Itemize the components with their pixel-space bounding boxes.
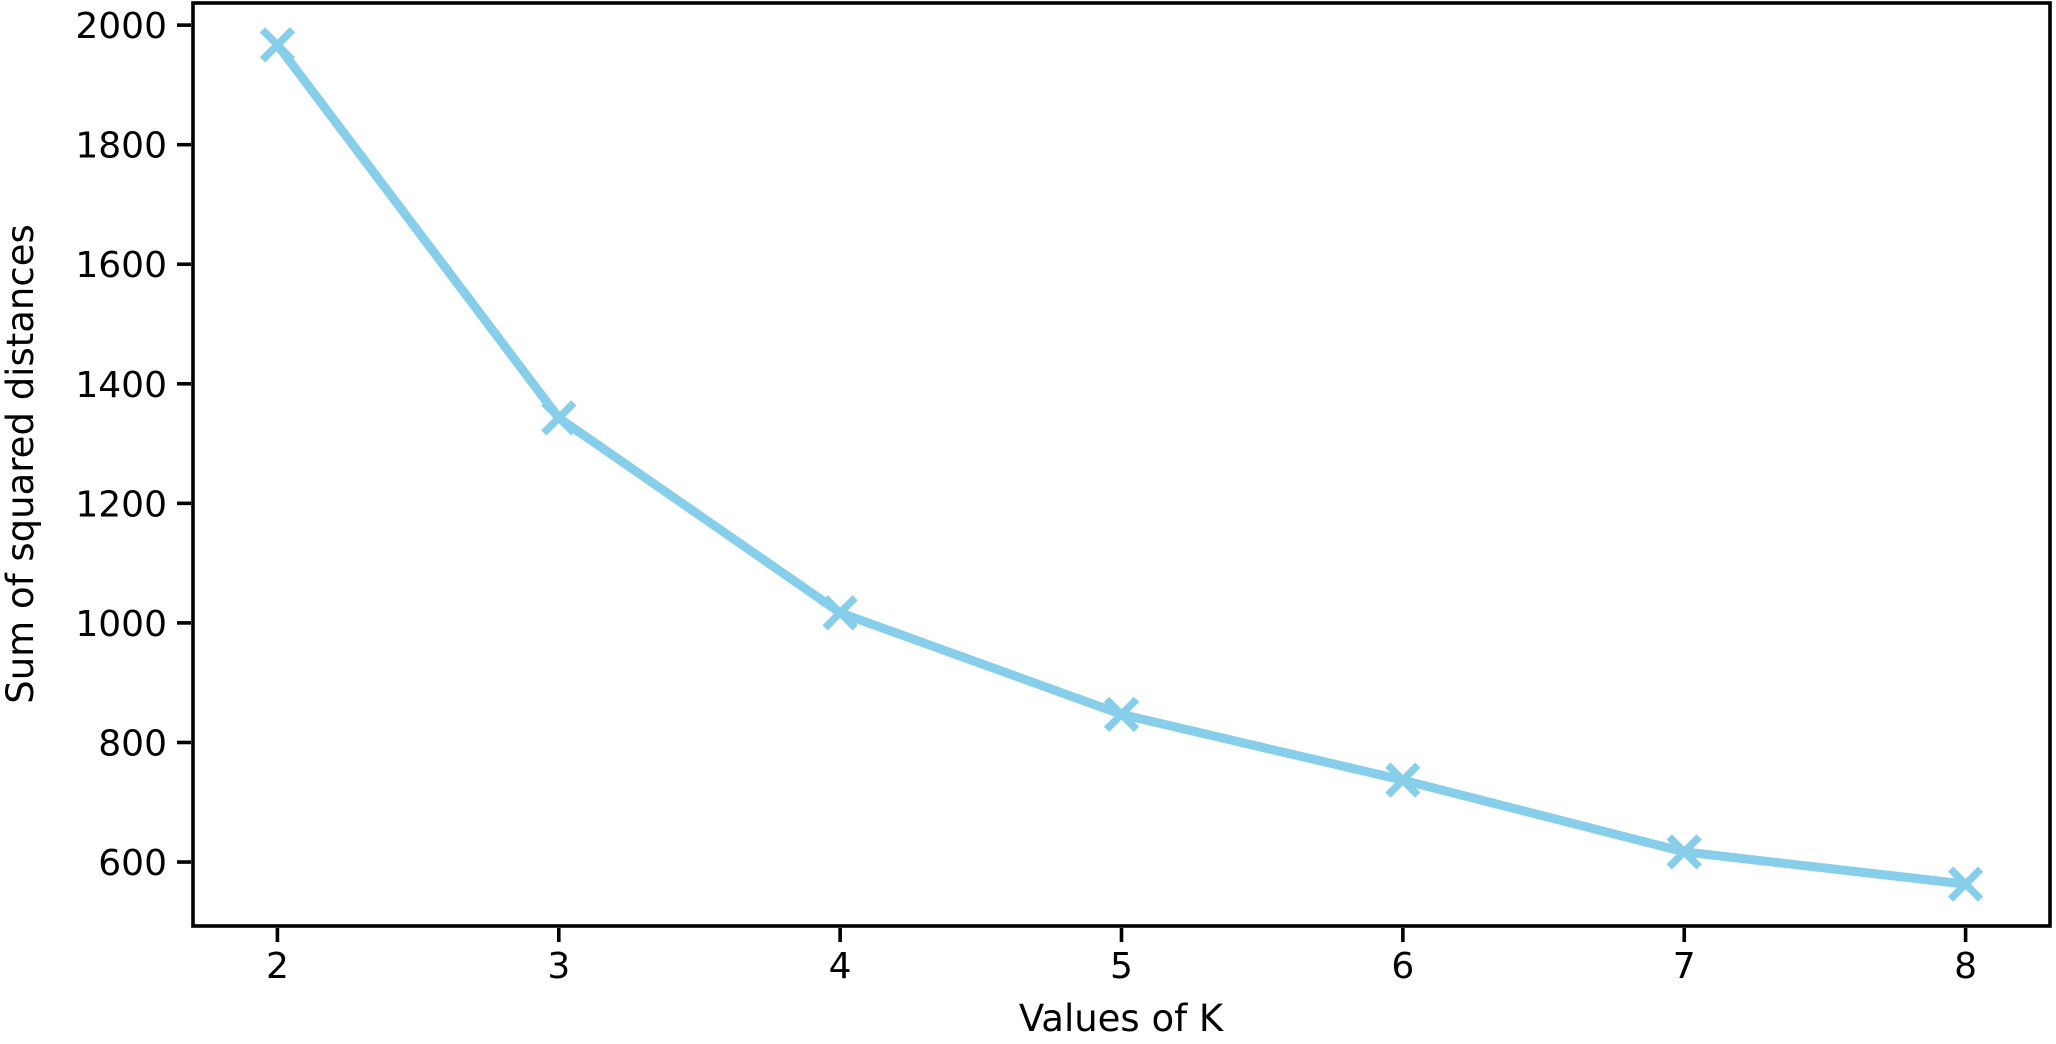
y-axis-label: Sum of squared distances: [0, 224, 42, 704]
y-tick-label: 2000: [75, 6, 167, 47]
data-point-marker: [259, 27, 296, 63]
data-point-marker: [822, 595, 858, 631]
y-tick-label: 1000: [75, 604, 167, 645]
data-point-marker: [541, 400, 577, 436]
y-tick-label: 600: [98, 843, 167, 884]
x-axis-tick-labels: 2 3 4 5 6 7 8: [266, 946, 1977, 987]
x-tick-label: 2: [266, 946, 289, 987]
x-tick-label: 7: [1673, 946, 1696, 987]
y-tick-label: 1200: [75, 484, 167, 525]
x-tick-label: 5: [1110, 946, 1133, 987]
y-axis-ticks: [177, 23, 191, 864]
data-point-marker: [1666, 834, 1702, 870]
x-tick-label: 8: [1954, 946, 1977, 987]
y-tick-label: 1400: [75, 365, 167, 406]
x-tick-label: 4: [829, 946, 852, 987]
y-tick-label: 1800: [75, 126, 167, 167]
y-tick-label: 800: [98, 723, 167, 764]
axes-spines: [191, 1, 2052, 928]
y-tick-label: 1600: [75, 245, 167, 286]
x-tick-label: 3: [547, 946, 570, 987]
data-markers-group: [259, 27, 1984, 902]
data-point-marker: [1103, 696, 1140, 733]
data-point-marker: [1947, 866, 1984, 902]
y-axis-tick-labels: 600 800 1000 1200 1400 1600 1800 2000: [75, 6, 167, 884]
x-axis-ticks: [275, 928, 1968, 942]
x-tick-label: 6: [1391, 946, 1414, 987]
plot-background: [193, 3, 2050, 926]
data-point-marker: [1385, 762, 1421, 798]
x-axis-label: Values of K: [1019, 997, 1225, 1040]
